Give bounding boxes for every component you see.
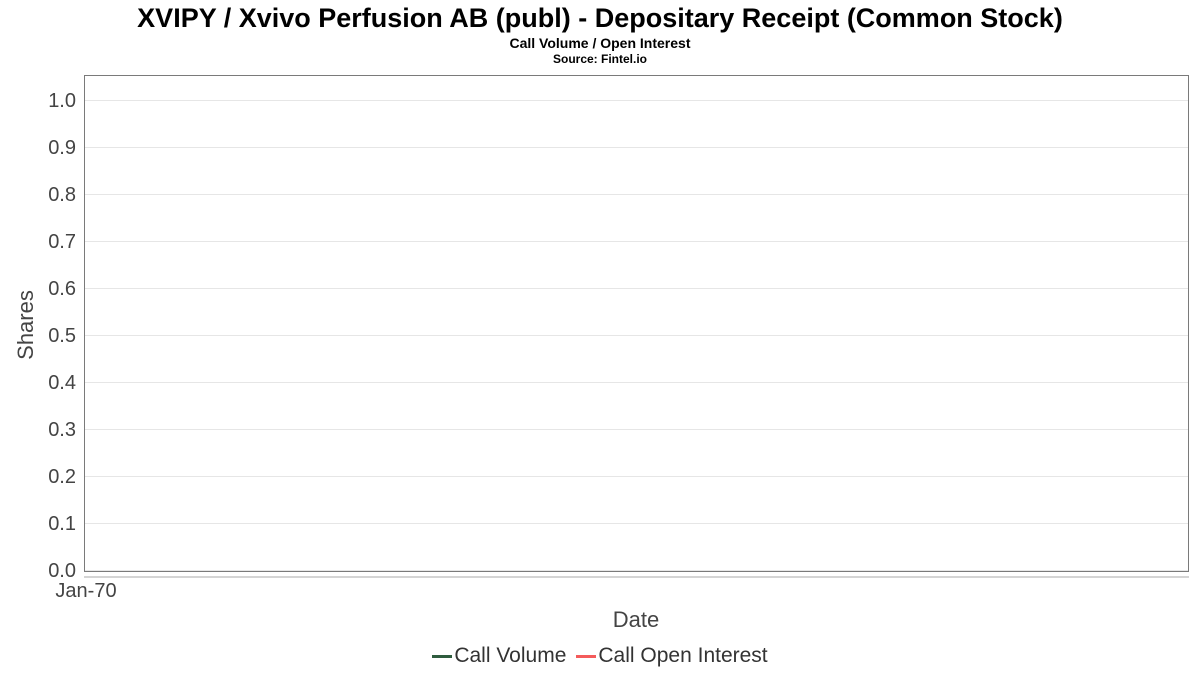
y-axis-tick-label: 0.3	[48, 419, 76, 441]
gridline	[85, 476, 1188, 477]
gridline	[85, 570, 1188, 571]
y-axis-tick-label: 0.9	[48, 137, 76, 159]
y-axis-tick-label: 0.0	[48, 560, 76, 582]
y-axis-tick-label: 0.5	[48, 325, 76, 347]
plot-area	[84, 75, 1189, 572]
legend-marker-icon	[432, 654, 453, 658]
gridline	[85, 147, 1188, 148]
x-axis-tick-label: Jan-70	[55, 580, 117, 602]
gridline	[85, 429, 1188, 430]
gridline	[85, 382, 1188, 383]
y-axis-tick-label: 0.4	[48, 372, 76, 394]
chart-title: XVIPY / Xvivo Perfusion AB (publ) - Depo…	[137, 3, 1063, 33]
y-axis-tick-label: 0.6	[48, 278, 76, 300]
y-axis-tick-label: 0.2	[48, 466, 76, 488]
legend-item-label: Call Volume	[454, 644, 567, 667]
y-axis-tick-label: 0.1	[48, 513, 76, 535]
x-axis-title: Date	[612, 607, 660, 632]
legend: Call Volume Call Open Interest	[0, 644, 1200, 668]
legend-item-call-volume[interactable]: Call Volume	[432, 644, 566, 668]
gridline	[85, 335, 1188, 336]
gridline	[85, 288, 1188, 289]
y-axis-tick-label: 1.0	[48, 90, 76, 112]
legend-marker-icon	[576, 654, 597, 658]
chart-source: Source: Fintel.io	[552, 52, 647, 66]
y-axis-tick-label: 0.8	[48, 184, 76, 206]
legend-item-call-open-interest[interactable]: Call Open Interest	[576, 644, 768, 668]
chart-subtitle: Call Volume / Open Interest	[509, 35, 691, 51]
x-axis-line	[84, 576, 1189, 578]
gridline	[85, 241, 1188, 242]
gridline	[85, 194, 1188, 195]
gridline	[85, 523, 1188, 524]
y-axis-tick-label: 0.7	[48, 231, 76, 253]
gridline	[85, 100, 1188, 101]
legend-item-label: Call Open Interest	[598, 644, 768, 667]
